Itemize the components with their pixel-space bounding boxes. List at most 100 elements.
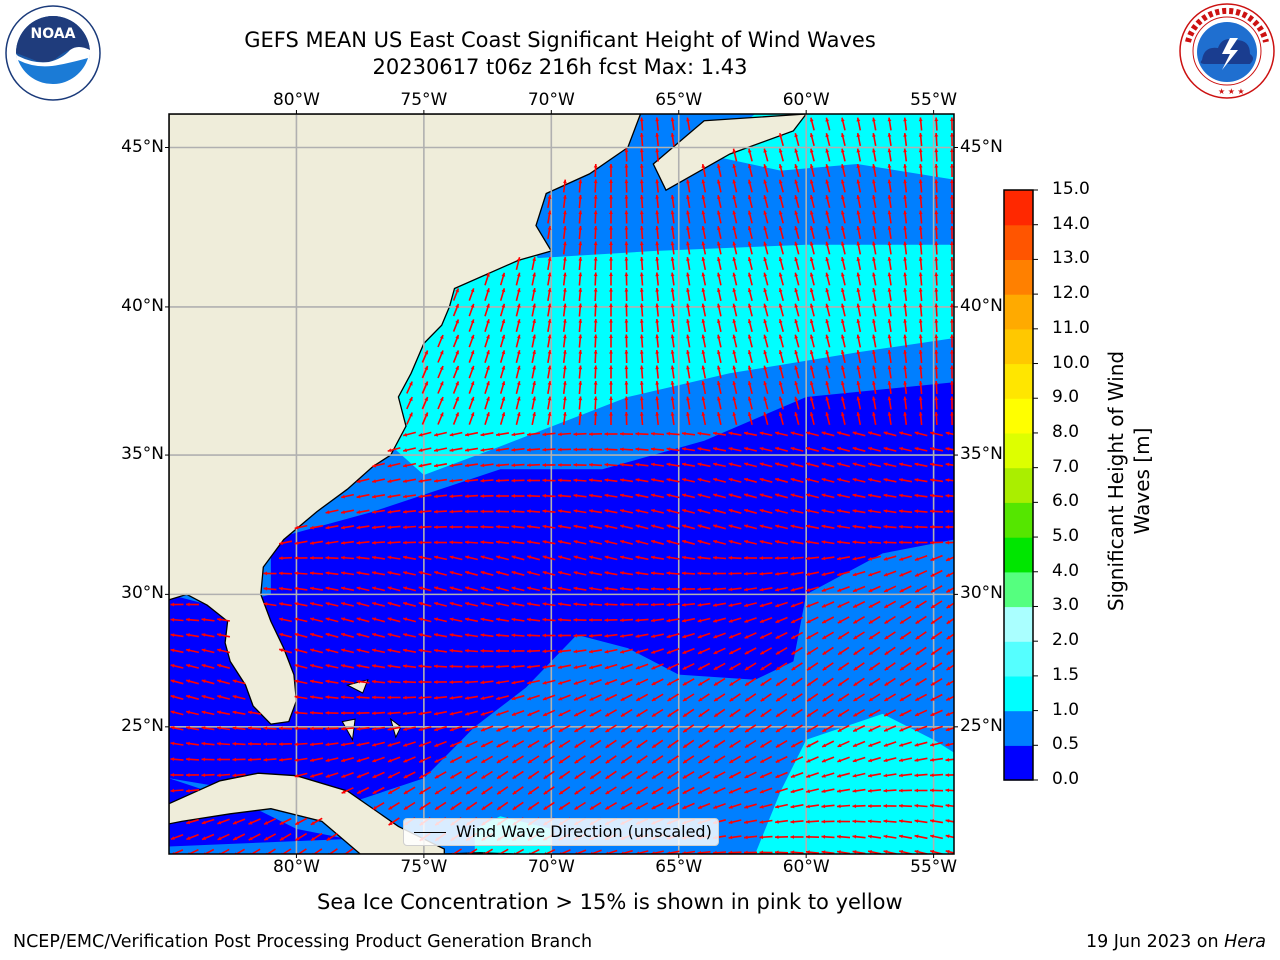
- wind-wave-arrow: [547, 411, 552, 426]
- arrow-head: [872, 164, 876, 168]
- arrow-head: [501, 288, 506, 293]
- arrow-head: [698, 713, 703, 717]
- arrow-head: [186, 648, 190, 653]
- arrow-head: [604, 462, 609, 467]
- wind-wave-arrow: [794, 303, 800, 317]
- wind-wave-arrow: [604, 602, 618, 607]
- arrow-head: [624, 303, 629, 308]
- wind-wave-arrow: [729, 662, 741, 671]
- wind-wave-arrow: [651, 755, 664, 764]
- wind-wave-arrow: [872, 318, 877, 333]
- arrow-head: [775, 774, 780, 778]
- wind-wave-arrow: [821, 446, 835, 452]
- wind-wave-arrow: [950, 318, 954, 333]
- wind-wave-arrow: [619, 447, 634, 452]
- wind-wave-arrow: [821, 571, 835, 577]
- wind-wave-arrow: [697, 632, 711, 639]
- wind-wave-arrow: [805, 524, 820, 530]
- wind-wave-arrow: [464, 525, 479, 529]
- arrow-head: [512, 775, 517, 779]
- arrow-head: [403, 680, 407, 684]
- arrow-head: [950, 381, 954, 385]
- arrow-head: [279, 541, 283, 545]
- wind-wave-arrow: [309, 726, 324, 731]
- wind-wave-arrow: [790, 524, 804, 530]
- arrow-head: [763, 195, 768, 200]
- arrow-head: [418, 494, 423, 499]
- arrow-head: [714, 713, 719, 717]
- wind-wave-arrow: [853, 693, 865, 702]
- wind-wave-arrow: [402, 540, 417, 545]
- arrow-head: [821, 509, 826, 513]
- wind-wave-arrow: [624, 194, 629, 209]
- wind-wave-arrow: [605, 770, 617, 780]
- wind-wave-arrow: [728, 617, 742, 623]
- wind-wave-arrow: [604, 432, 618, 436]
- arrow-head: [434, 680, 438, 684]
- arrow-head: [480, 448, 485, 452]
- arrow-head: [713, 555, 717, 560]
- arrow-head: [838, 682, 843, 686]
- wind-wave-arrow: [468, 334, 475, 348]
- arrow-head: [856, 396, 861, 401]
- wind-wave-arrow: [650, 618, 665, 623]
- arrow-head: [639, 412, 644, 416]
- arrow-head: [516, 319, 521, 324]
- wind-wave-arrow: [686, 194, 691, 209]
- arrow-head: [563, 241, 567, 246]
- arrow-head: [732, 257, 737, 261]
- wind-wave-arrow: [496, 755, 509, 764]
- arrow-head: [387, 601, 392, 606]
- arrow-head: [856, 334, 861, 339]
- wind-wave-arrow: [841, 133, 846, 146]
- wind-wave-arrow: [934, 132, 939, 147]
- wind-wave-arrow: [841, 195, 846, 208]
- arrow-head: [930, 712, 935, 716]
- arrow-head: [806, 603, 811, 608]
- arrow-head: [670, 226, 675, 230]
- arrow-head: [903, 226, 907, 230]
- arrow-head: [542, 602, 547, 606]
- wind-wave-arrow: [775, 524, 788, 530]
- arrow-head: [918, 164, 923, 168]
- wind-wave-arrow: [778, 132, 784, 147]
- arrow-head: [950, 195, 954, 199]
- wind-wave-arrow: [542, 694, 556, 701]
- arrow-head: [201, 648, 206, 653]
- wind-wave-arrow: [837, 540, 850, 545]
- wind-wave-arrow: [619, 462, 634, 467]
- wind-wave-arrow: [294, 772, 308, 778]
- wind-wave-arrow: [747, 179, 753, 193]
- arrow-head: [609, 396, 613, 400]
- wind-wave-arrow: [825, 396, 831, 410]
- arrow-head: [887, 272, 892, 277]
- wind-wave-arrow: [437, 396, 444, 410]
- wind-wave-arrow: [588, 586, 603, 591]
- wind-wave-arrow: [387, 494, 401, 499]
- wind-wave-arrow: [294, 663, 308, 669]
- arrow-head: [682, 634, 687, 639]
- arrow-head: [449, 463, 454, 468]
- arrow-head: [856, 195, 861, 199]
- arrow-head: [744, 447, 748, 451]
- wind-wave-arrow: [670, 396, 675, 410]
- arrow-head: [872, 303, 876, 308]
- arrow-head: [914, 788, 918, 793]
- wind-wave-arrow: [887, 256, 892, 271]
- arrow-head: [682, 774, 687, 779]
- arrow-head: [639, 303, 644, 308]
- wind-wave-arrow: [903, 133, 908, 146]
- wind-wave-arrow: [655, 334, 660, 348]
- arrow-head: [934, 195, 939, 199]
- arrow-head: [639, 241, 644, 246]
- wind-wave-arrow: [402, 601, 417, 607]
- arrow-head: [620, 524, 624, 529]
- wind-wave-arrow: [531, 365, 536, 379]
- wind-wave-arrow: [484, 396, 490, 410]
- arrow-head: [605, 697, 610, 701]
- wind-wave-arrow: [515, 257, 521, 270]
- arrow-head: [825, 164, 830, 169]
- wind-wave-arrow: [468, 365, 475, 379]
- wind-wave-arrow: [697, 539, 711, 545]
- arrow-head: [946, 604, 951, 609]
